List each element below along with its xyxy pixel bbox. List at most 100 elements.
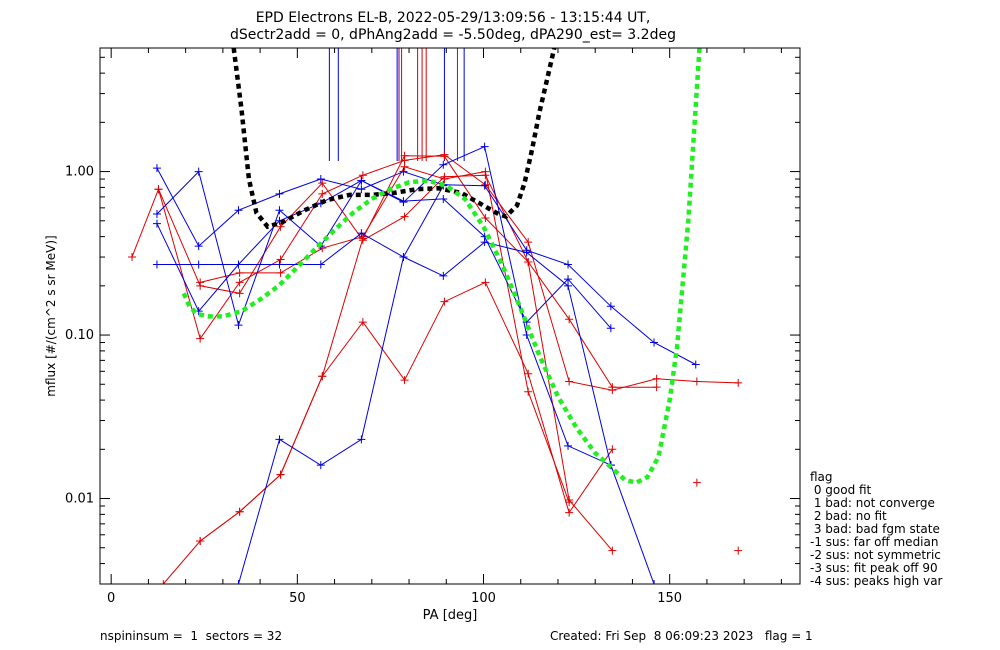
data-point [692, 377, 701, 386]
x-tick-label: 150 [657, 591, 682, 606]
data-point [318, 189, 327, 198]
data-point [565, 315, 574, 324]
data-point [400, 376, 409, 385]
data-point [440, 175, 449, 184]
data-point [524, 238, 533, 247]
data-point [734, 546, 743, 555]
data-point [357, 176, 366, 185]
footer-right: Created: Fri Sep 8 06:09:23 2023 flag = … [550, 629, 813, 643]
data-point [439, 271, 448, 280]
data-point [159, 580, 168, 584]
data-point [564, 281, 573, 290]
legend-item: 1 bad: not converge [810, 496, 935, 510]
data-point [480, 142, 489, 151]
data-point [734, 378, 743, 387]
chart-title-line1: EPD Electrons EL-B, 2022-05-29/13:09:56 … [256, 10, 651, 26]
data-point [565, 377, 574, 386]
data-point [480, 238, 489, 247]
data-point [608, 445, 617, 454]
data-point [235, 507, 244, 516]
legend-item: -3 sus: fit peak off 90 [810, 561, 938, 575]
legend-item: 2 bad: no fit [810, 509, 887, 523]
data-point [276, 222, 285, 231]
data-point [152, 219, 161, 228]
data-point [439, 194, 448, 203]
data-point [565, 508, 574, 517]
data-point [275, 260, 284, 269]
plot-frame [99, 47, 801, 585]
data-point [652, 383, 661, 392]
x-tick-label: 0 [107, 591, 115, 606]
series-line-blue [156, 167, 696, 365]
y-axis-label: mflux [#/(cm^2 s sr MeV)] [44, 235, 58, 396]
x-tick-label: 50 [289, 591, 306, 606]
data-point [691, 360, 700, 369]
data-point [608, 383, 617, 392]
data-point [357, 435, 366, 444]
legend-item: -2 sus: not symmetric [810, 548, 941, 562]
data-point [606, 324, 615, 333]
y-tick-label: 0.01 [65, 492, 94, 507]
data-point [194, 167, 203, 176]
data-point [234, 580, 243, 584]
legend-title: flag [810, 470, 833, 484]
data-point [276, 470, 285, 479]
series-line-blue [156, 180, 612, 329]
data-point [152, 260, 161, 269]
data-point [276, 268, 285, 277]
data-point [275, 189, 284, 198]
data-point [196, 334, 205, 343]
data-point [650, 580, 659, 584]
legend-item: 0 good fit [810, 483, 872, 497]
data-point [399, 253, 408, 262]
data-point [522, 248, 531, 257]
data-point [692, 478, 701, 487]
data-point [235, 289, 244, 298]
data-point [154, 185, 163, 194]
data-point [481, 167, 490, 176]
data-point [318, 244, 327, 253]
data-point [357, 185, 366, 194]
data-layer [128, 48, 743, 584]
series-line-blue [238, 185, 444, 584]
axes-layer: 0 50 100 150 0.01 0.10 1.00 [65, 48, 800, 606]
data-point [235, 278, 244, 287]
data-point [400, 162, 409, 171]
data-point [440, 297, 449, 306]
series-line-red [131, 154, 739, 391]
data-point [564, 441, 573, 450]
x-tick-label: 100 [471, 591, 496, 606]
y-tick-label: 0.10 [65, 328, 94, 343]
data-point [316, 175, 325, 184]
data-point [357, 229, 366, 238]
data-point [235, 268, 244, 277]
data-point [318, 179, 327, 188]
x-axis-label: PA [deg] [423, 608, 478, 623]
data-point [652, 374, 661, 383]
data-point [318, 372, 327, 381]
data-point [196, 536, 205, 545]
data-point [564, 260, 573, 269]
data-point [608, 546, 617, 555]
data-point [650, 338, 659, 347]
y-tick-label: 1.00 [65, 165, 94, 180]
data-point [234, 206, 243, 215]
data-point [400, 151, 409, 160]
legend-item: -4 sus: peaks high var [810, 574, 943, 588]
data-point [196, 278, 205, 287]
data-point [358, 171, 367, 180]
data-point [400, 212, 409, 221]
fit-curve-black [231, 48, 557, 230]
series-line-red [158, 174, 613, 551]
series-line-red [200, 166, 570, 503]
chart-title-line2: dSectr2add = 0, dPhAng2add = -5.50deg, d… [230, 27, 676, 43]
data-point [480, 181, 489, 190]
data-point [481, 278, 490, 287]
data-point [440, 152, 449, 161]
data-point [234, 321, 243, 330]
data-point [194, 260, 203, 269]
data-point [524, 257, 533, 266]
data-point [565, 498, 574, 507]
data-point [481, 213, 490, 222]
